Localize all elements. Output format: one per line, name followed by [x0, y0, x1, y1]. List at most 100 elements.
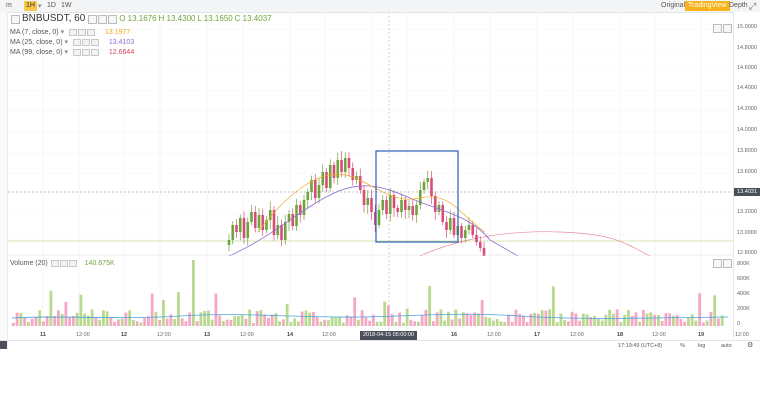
- eye-icon[interactable]: [88, 14, 98, 24]
- ma99-chevron-icon[interactable]: ▾: [64, 49, 68, 56]
- interval-minute-tab[interactable]: m: [6, 2, 12, 9]
- volume-bar: [480, 299, 484, 326]
- ma7-close-icon[interactable]: [87, 28, 96, 36]
- interval-1d-tab[interactable]: 1D: [47, 2, 56, 9]
- pane-maximize-icon[interactable]: [713, 24, 722, 33]
- volume-bar: [353, 297, 357, 326]
- ma25-close-icon[interactable]: [90, 38, 99, 46]
- volume-pane-maximize-icon[interactable]: [713, 259, 722, 268]
- volume-bar: [552, 286, 555, 326]
- price-axis[interactable]: 15.0000 14.8000 14.6000 14.4000 14.2000 …: [733, 12, 760, 338]
- price-chart[interactable]: [8, 12, 733, 340]
- volume-bar: [630, 315, 634, 326]
- ma7-line: [257, 173, 486, 233]
- time-tick: 17: [534, 332, 541, 338]
- time-tick: 12:00: [487, 332, 501, 338]
- volume-bar: [672, 315, 675, 326]
- volume-bar: [87, 315, 90, 326]
- volume-bar: [368, 320, 372, 326]
- candle-body: [385, 200, 388, 214]
- ma25-settings-icon[interactable]: [81, 38, 90, 46]
- volume-bar: [195, 321, 199, 326]
- ma99-line: [419, 231, 651, 257]
- candle-body: [403, 200, 407, 210]
- volume-bar: [495, 319, 499, 326]
- volume-close-icon[interactable]: [68, 259, 77, 267]
- volume-pane-restore-icon[interactable]: [723, 259, 732, 268]
- volume-bar: [240, 314, 244, 326]
- drawing-toolbar-toggle[interactable]: [0, 340, 7, 349]
- status-bar: 17:19:49 (UTC+8) % log auto ⚙: [0, 340, 760, 351]
- close-icon[interactable]: [108, 14, 118, 24]
- expand-arrows-icon[interactable]: ⤢: [749, 1, 757, 11]
- volume-bar: [105, 311, 109, 326]
- volume-bar: [645, 313, 649, 326]
- view-depth-tab[interactable]: Depth: [729, 2, 748, 9]
- volume-bar: [675, 315, 679, 326]
- volume-bar: [450, 319, 454, 326]
- volume-bar: [417, 321, 420, 326]
- pane-restore-icon[interactable]: [723, 24, 732, 33]
- interval-dropdown-chevron-icon[interactable]: ▾: [38, 3, 42, 10]
- volume-bar: [53, 316, 57, 326]
- auto-toggle[interactable]: auto: [721, 343, 732, 349]
- time-tick: 19: [698, 332, 705, 338]
- time-tick: 11: [40, 332, 46, 338]
- volume-bar: [668, 313, 672, 326]
- volume-legend: Volume (20) 140.675K: [10, 259, 115, 268]
- candle-body: [471, 225, 475, 235]
- volume-settings-icon[interactable]: [59, 259, 68, 267]
- time-tick: 14: [287, 332, 294, 338]
- candle-body: [253, 212, 257, 228]
- symbol-collapse-icon[interactable]: [11, 14, 20, 24]
- chart-grid: [8, 12, 733, 331]
- candle-body: [291, 214, 295, 226]
- volume-bar: [165, 318, 169, 326]
- drawing-toolbar-strip: [0, 12, 8, 348]
- volume-bar: [214, 293, 218, 326]
- volume-bar: [555, 322, 559, 326]
- percent-toggle[interactable]: %: [680, 343, 685, 349]
- candle-body: [377, 210, 381, 225]
- interval-1h-tab[interactable]: 1H: [24, 1, 37, 11]
- candle-body: [336, 160, 340, 178]
- volume-bar: [379, 321, 383, 326]
- ma7-eye-icon[interactable]: [69, 28, 78, 36]
- view-original-tab[interactable]: Original: [661, 2, 686, 9]
- view-tradingview-tab[interactable]: TradingView: [685, 1, 730, 11]
- ma7-settings-icon[interactable]: [78, 28, 87, 36]
- log-toggle[interactable]: log: [698, 343, 706, 349]
- gear-icon[interactable]: ⚙: [747, 342, 754, 349]
- volume-bar: [544, 310, 548, 326]
- volume-bar: [38, 310, 42, 326]
- candle-body: [418, 190, 422, 205]
- ohlc-close: C 13.4037: [234, 14, 272, 23]
- price-tick: 14.6000: [737, 65, 757, 71]
- clock-readout[interactable]: 17:19:49 (UTC+8): [618, 343, 663, 349]
- volume-bar: [510, 321, 514, 326]
- volume-bar: [259, 310, 263, 326]
- ma99-eye-icon[interactable]: [72, 48, 81, 56]
- volume-bar: [383, 301, 387, 326]
- ma25-eye-icon[interactable]: [72, 38, 81, 46]
- settings-icon[interactable]: [98, 14, 108, 24]
- volume-bar: [263, 314, 267, 326]
- volume-bar: [330, 316, 334, 326]
- candle-body: [445, 222, 448, 230]
- ma7-chevron-icon[interactable]: ▾: [60, 29, 65, 36]
- candle-body: [227, 240, 231, 245]
- volume-bar: [315, 316, 319, 326]
- ma7-label: MA (7, close, 0): [10, 29, 59, 36]
- ma99-settings-icon[interactable]: [81, 48, 90, 56]
- candle-body: [287, 214, 291, 222]
- volume-bar: [162, 299, 165, 326]
- ma99-close-icon[interactable]: [90, 48, 99, 56]
- volume-eye-icon[interactable]: [50, 259, 59, 267]
- interval-1w-tab[interactable]: 1W: [61, 2, 72, 9]
- ma25-chevron-icon[interactable]: ▾: [64, 39, 68, 46]
- volume-bar: [394, 321, 398, 326]
- volume-bar: [424, 309, 428, 326]
- volume-bar: [83, 313, 87, 326]
- volume-bar: [229, 319, 233, 326]
- volume-bar: [12, 322, 15, 326]
